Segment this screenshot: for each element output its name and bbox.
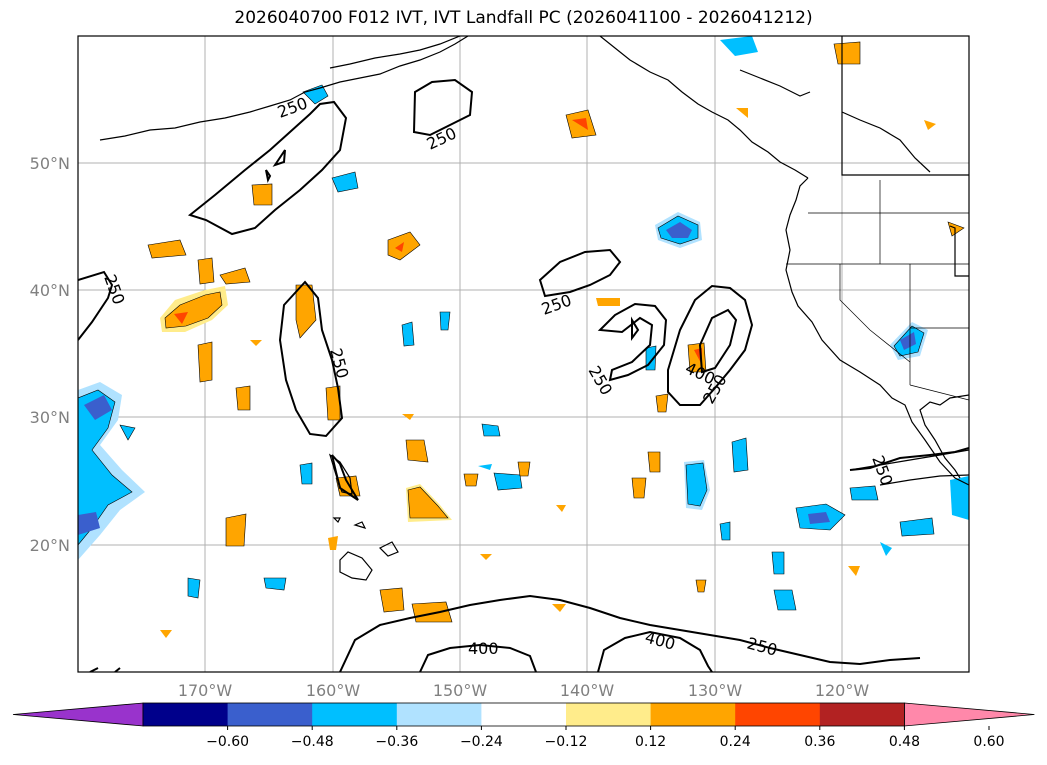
map-frame [77, 35, 970, 673]
contour-250-gulf [412, 78, 474, 137]
lat-label: 30°N [30, 408, 70, 427]
colorbar-tick-label: −0.36 [375, 734, 418, 750]
lat-label: 50°N [30, 154, 70, 173]
longitude-labels: 170°W 160°W 150°W 140°W 130°W 120°W [178, 681, 870, 700]
contour-400-ring [667, 284, 754, 406]
neg-blob-aleutian [302, 84, 329, 105]
colorbar-segment [650, 703, 736, 726]
contour-250-ring [597, 302, 668, 382]
lon-label: 160°W [306, 681, 361, 700]
lat-label: 40°N [30, 281, 70, 300]
colorbar: −0.60 −0.48 −0.36 −0.24 −0.12 0.12 0.24 0.36 0.4… [12, 702, 1035, 750]
colorbar-tick-label: 0.24 [720, 734, 751, 750]
colorbar-tick-label: −0.12 [545, 734, 588, 750]
colorbar-tick-label: 0.12 [635, 734, 666, 750]
latitude-labels: 50°N 40°N 30°N 20°N [30, 154, 70, 555]
map-background [78, 36, 969, 672]
colorbar-segment [312, 703, 398, 726]
colorbar-tick-label: 0.36 [804, 734, 835, 750]
lon-label: 150°W [433, 681, 488, 700]
contour-250-east [538, 248, 622, 298]
colorbar-segment [481, 703, 567, 726]
positive-anomaly-regions [147, 41, 965, 638]
ivt-contours [78, 78, 969, 672]
lon-label: 130°W [688, 681, 743, 700]
lat-label: 20°N [30, 536, 70, 555]
colorbar-extend-low [12, 702, 144, 727]
state-borders [786, 180, 969, 401]
contour-250-south [339, 594, 921, 672]
colorbar-segment [227, 703, 313, 726]
colorbar-tick-label: 0.48 [889, 734, 920, 750]
colorbar-tick-label: −0.60 [206, 734, 249, 750]
contour-250-mid [278, 280, 344, 438]
lon-label: 120°W [815, 681, 870, 700]
colorbar-tick-label: −0.48 [291, 734, 334, 750]
colorbar-extend-high [904, 702, 1035, 727]
colorbar-outline [142, 702, 905, 727]
colorbar-segment [143, 703, 229, 726]
colorbar-segment [396, 703, 482, 726]
colorbar-tick-label: −0.24 [460, 734, 503, 750]
colorbar-segment [819, 703, 905, 726]
lon-label: 140°W [560, 681, 615, 700]
contour-label: 400 [468, 639, 499, 658]
contour-400-south [419, 643, 537, 672]
neg-blob-west-edge-core [78, 389, 133, 546]
contour-250-aleutian [187, 100, 348, 236]
lon-label: 170°W [178, 681, 233, 700]
map-title: 2026040700 F012 IVT, IVT Landfall PC (20… [234, 8, 813, 28]
contour-250-west [78, 270, 114, 341]
colorbar-segment [735, 703, 821, 726]
colorbar-segment [566, 703, 652, 726]
colorbar-tick-label: 0.60 [973, 734, 1004, 750]
negative-anomaly-regions [78, 36, 969, 611]
